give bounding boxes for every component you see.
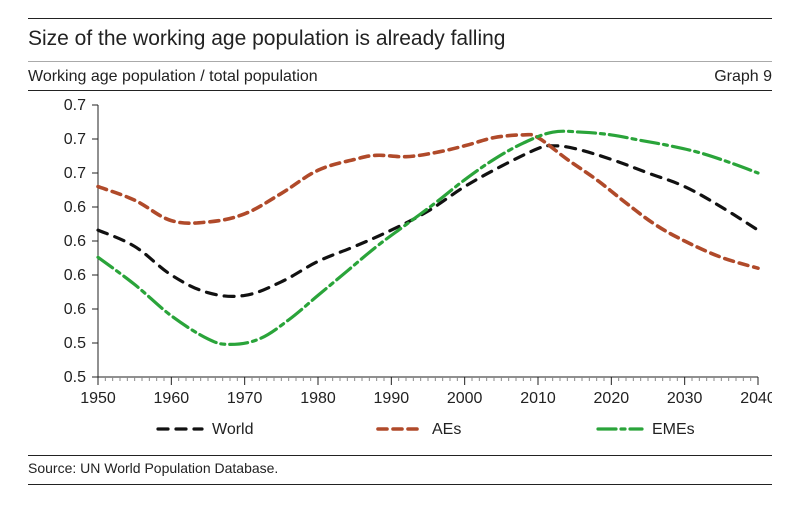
x-tick-label: 1980 [300, 390, 336, 407]
bottom-rule [28, 455, 772, 456]
y-tick-label: 0.5 [64, 369, 86, 386]
y-tick-label: 0.5 [64, 335, 86, 352]
title-rule [28, 61, 772, 62]
x-tick-label: 1950 [80, 390, 116, 407]
sub-rule [28, 90, 772, 91]
y-tick-label: 0.6 [64, 199, 86, 216]
source-text: Source: UN World Population Database. [28, 460, 772, 476]
y-tick-label: 0.7 [64, 97, 86, 114]
chart-area: 0.7 0.7 0.7 0.6 0.6 0.6 0.6 0.5 0.5 1950 1960 1970 1… [28, 95, 772, 455]
top-rule [28, 18, 772, 19]
x-tick-label: 2010 [520, 390, 556, 407]
y-tick-label: 0.7 [64, 165, 86, 182]
x-tick-label: 2020 [594, 390, 630, 407]
series-world [98, 146, 758, 297]
x-tick-label: 1960 [154, 390, 190, 407]
x-tick-label: 2040 [740, 390, 772, 407]
graph-number: Graph 9 [714, 68, 772, 86]
chart-title: Size of the working age population is al… [28, 27, 772, 51]
x-tick-label: 2030 [667, 390, 703, 407]
legend-label-aes: AEs [432, 421, 461, 438]
line-chart: 0.7 0.7 0.7 0.6 0.6 0.6 0.6 0.5 0.5 1950 1960 1970 1… [28, 95, 772, 455]
footer-rule [28, 484, 772, 485]
x-tick-label: 1990 [374, 390, 410, 407]
legend-label-emes: EMEs [652, 421, 695, 438]
legend-label-world: World [212, 421, 254, 438]
chart-subtitle: Working age population / total populatio… [28, 68, 318, 86]
series-aes [98, 135, 758, 269]
series-emes [98, 131, 758, 344]
y-tick-label: 0.6 [64, 267, 86, 284]
y-tick-label: 0.7 [64, 131, 86, 148]
sub-row: Working age population / total populatio… [28, 68, 772, 86]
y-tick-label: 0.6 [64, 301, 86, 318]
y-tick-label: 0.6 [64, 233, 86, 250]
x-tick-label: 1970 [227, 390, 263, 407]
x-tick-label: 2000 [447, 390, 483, 407]
